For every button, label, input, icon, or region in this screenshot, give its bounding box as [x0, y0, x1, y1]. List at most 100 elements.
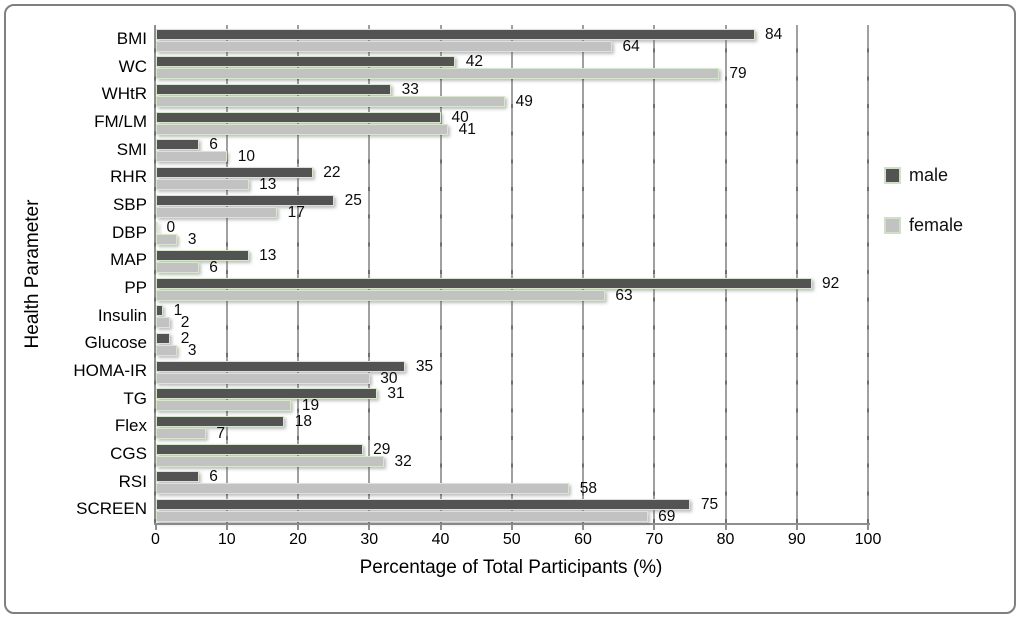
bar-female: [156, 178, 249, 190]
x-tick-label: 80: [716, 531, 735, 548]
bar-male: [156, 471, 199, 483]
value-label-female: 17: [287, 203, 305, 221]
value-label-male: 40: [451, 108, 469, 126]
bar-female: [156, 40, 612, 52]
gridline: [653, 25, 656, 523]
bar-male: [156, 83, 392, 95]
value-label-male: 6: [209, 468, 218, 486]
bar-female: [156, 289, 605, 301]
value-label-female: 49: [515, 92, 533, 110]
x-tick-label: 60: [574, 531, 592, 548]
bar-male: [156, 111, 441, 123]
value-label-female: 2: [180, 314, 190, 332]
category-label: SBP: [112, 194, 147, 214]
value-label-male: 2: [180, 329, 190, 347]
value-label-female: 10: [237, 148, 255, 166]
bar-male: [156, 194, 335, 206]
category-label: SMI: [116, 139, 147, 159]
category-label: HOMA-IR: [73, 360, 147, 380]
category-label: WHtR: [101, 84, 147, 104]
value-label-male: 92: [822, 274, 840, 292]
category-label: DBP: [112, 222, 147, 242]
bar-female: [156, 95, 506, 107]
x-tick-mark: [368, 523, 371, 530]
value-label-female: 13: [259, 175, 277, 193]
legend-item-female: female: [884, 214, 963, 236]
bar-male: [156, 360, 406, 372]
bar-female: [156, 261, 199, 273]
category-label: BMI: [116, 28, 147, 48]
gridline: [582, 25, 584, 523]
value-label-female: 79: [729, 65, 747, 83]
x-tick-mark: [154, 523, 157, 530]
x-tick-mark: [297, 523, 299, 530]
value-label-male: 33: [401, 80, 419, 98]
value-label-female: 30: [380, 369, 398, 387]
value-label-female: 19: [301, 397, 320, 415]
bar-female: [156, 427, 206, 439]
bar-male: [156, 277, 812, 289]
bar-female: [156, 206, 278, 218]
value-label-male: 0: [166, 219, 176, 237]
value-label-male: 42: [465, 53, 483, 71]
x-tick-label: 30: [360, 531, 379, 548]
bar-female: [156, 372, 370, 384]
x-tick-mark: [653, 523, 656, 530]
x-tick-mark: [867, 523, 869, 530]
gridline: [368, 25, 371, 523]
gridline: [439, 25, 442, 523]
x-tick-label: 100: [854, 531, 882, 548]
x-tick-mark: [795, 523, 798, 530]
x-tick-label: 40: [431, 531, 450, 548]
value-label-female: 32: [394, 452, 412, 470]
legend-label-female: female: [909, 214, 964, 235]
bar-female: [156, 455, 384, 467]
category-label: WC: [118, 56, 147, 76]
gridline: [795, 25, 798, 523]
male-swatch-icon: [884, 166, 901, 184]
bar-female: [156, 344, 178, 356]
value-label-female: 3: [187, 341, 197, 359]
x-tick-label: 70: [645, 531, 664, 548]
gridline: [297, 25, 299, 523]
value-label-female: 58: [579, 480, 597, 498]
value-label-female: 69: [658, 507, 676, 525]
value-label-female: 7: [216, 424, 225, 442]
bar-female: [156, 483, 570, 495]
value-label-female: 64: [622, 37, 640, 55]
bar-male: [156, 332, 171, 344]
value-label-male: 25: [344, 191, 362, 209]
bar-male: [156, 443, 363, 455]
category-label: Flex: [114, 416, 147, 436]
x-axis-line: [154, 523, 870, 525]
value-label-male: 75: [700, 495, 719, 513]
legend-label-male: male: [909, 164, 949, 185]
value-label-male: 6: [209, 136, 218, 154]
value-label-male: 29: [373, 440, 391, 458]
gridline: [867, 25, 869, 523]
x-tick-mark: [439, 523, 442, 530]
bar-male: [156, 28, 755, 40]
bar-male: [156, 166, 313, 178]
bar-male: [156, 249, 249, 261]
x-tick-label: 10: [217, 531, 236, 548]
category-label: MAP: [110, 250, 147, 270]
value-label-male: 13: [259, 246, 277, 264]
x-tick-mark: [225, 523, 228, 530]
category-label: Glucose: [84, 333, 147, 353]
gridline: [510, 25, 513, 523]
category-label: CGS: [110, 443, 147, 463]
bar-male: [156, 139, 199, 151]
x-tick-label: 0: [151, 531, 160, 548]
bar-male: [156, 305, 164, 317]
legend-item-male: male: [884, 164, 963, 186]
category-label: SCREEN: [76, 499, 147, 519]
bar-male: [156, 498, 691, 510]
value-label-male: 35: [415, 357, 434, 375]
bar-male: [156, 56, 456, 68]
legend: male female: [884, 164, 963, 264]
bar-female: [156, 68, 719, 80]
y-axis-line: [154, 25, 156, 523]
bar-female: [156, 234, 178, 246]
bar-female: [156, 123, 449, 135]
